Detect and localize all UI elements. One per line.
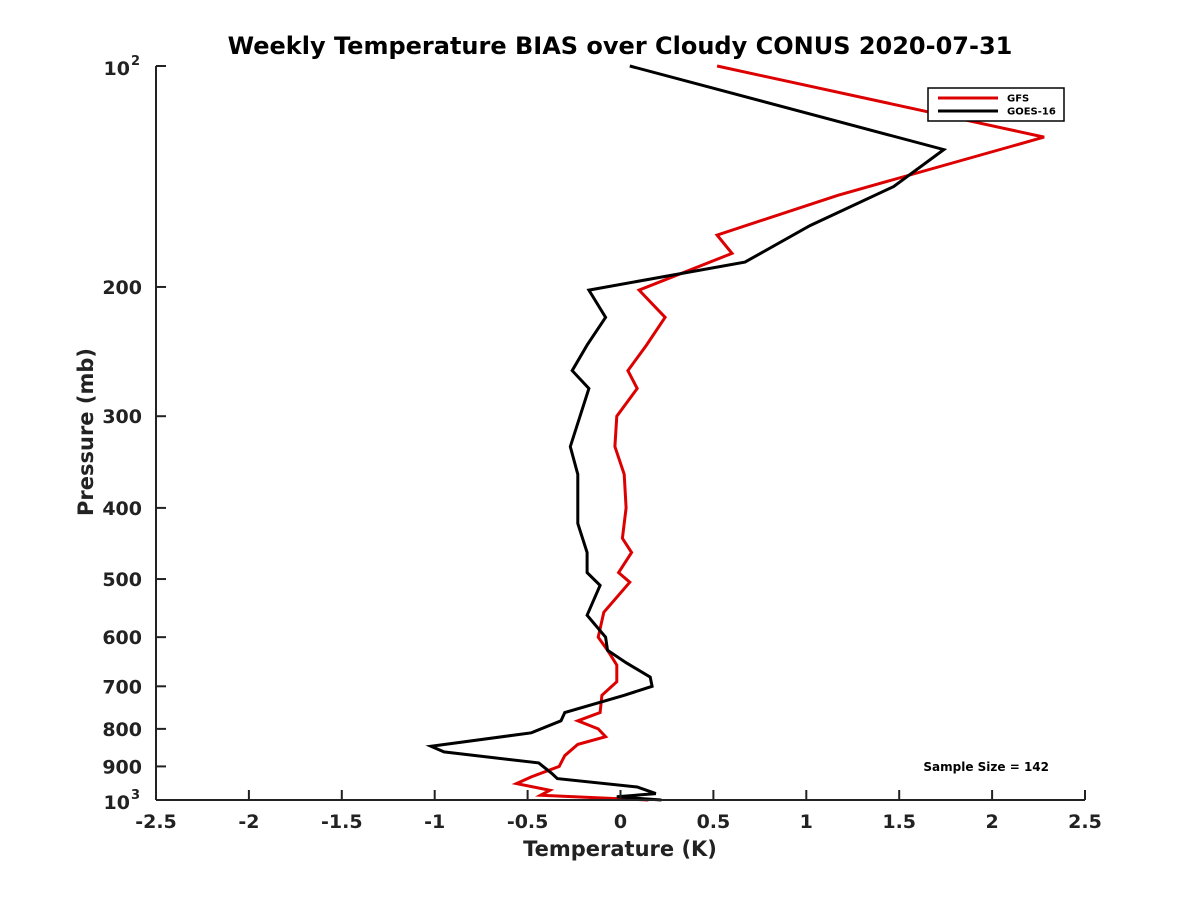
y-tick-label-exponent: 3 [131, 788, 140, 803]
x-tick-label: -1.5 [321, 811, 363, 833]
x-tick-label: -2.5 [135, 811, 177, 833]
x-tick-label: 2 [985, 811, 998, 833]
x-tick-label: -2 [238, 811, 259, 833]
legend-label: GOES-16 [1007, 107, 1056, 118]
x-tick-label: 0 [614, 811, 627, 833]
y-axis-label: Pressure (mb) [74, 348, 98, 516]
y-tick-label: 10 [104, 58, 130, 80]
sample-size-annotation: Sample Size = 142 [923, 760, 1049, 774]
plot-marks [425, 64, 1045, 802]
x-tick-label: 0.5 [697, 811, 731, 833]
x-tick-label: -0.5 [507, 811, 549, 833]
legend: GFS GOES-16 [927, 87, 1065, 122]
chart-title: Weekly Temperature BIAS over Cloudy CONU… [228, 32, 1013, 60]
x-tick-label: 2.5 [1068, 811, 1102, 833]
y-tick-label: 900 [102, 756, 142, 778]
legend-label: GFS [1007, 94, 1029, 105]
series-line-goes-16 [425, 64, 948, 802]
y-tick-label: 700 [102, 676, 142, 698]
y-tick-label: 200 [102, 277, 142, 299]
y-tick-label: 600 [102, 627, 142, 649]
y-tick-label-exponent: 2 [131, 54, 140, 69]
x-tick-label: -1 [424, 811, 445, 833]
series-line-gfs [511, 64, 1045, 802]
x-axis-label: Temperature (K) [523, 837, 717, 861]
y-tick-label: 500 [102, 569, 142, 591]
y-tick-label: 400 [102, 498, 142, 520]
y-tick-label: 800 [102, 719, 142, 741]
y-tick-label: 10 [104, 792, 130, 814]
x-tick-label: 1 [800, 811, 813, 833]
x-tick-label: 1.5 [882, 811, 916, 833]
plot-axes: -2.5 -2 -1.5 -1 -0.5 0 0.5 1 1.5 2 2.510 2200300400… [102, 54, 1102, 833]
legend-box [927, 87, 1065, 122]
y-tick-label: 300 [102, 406, 142, 428]
